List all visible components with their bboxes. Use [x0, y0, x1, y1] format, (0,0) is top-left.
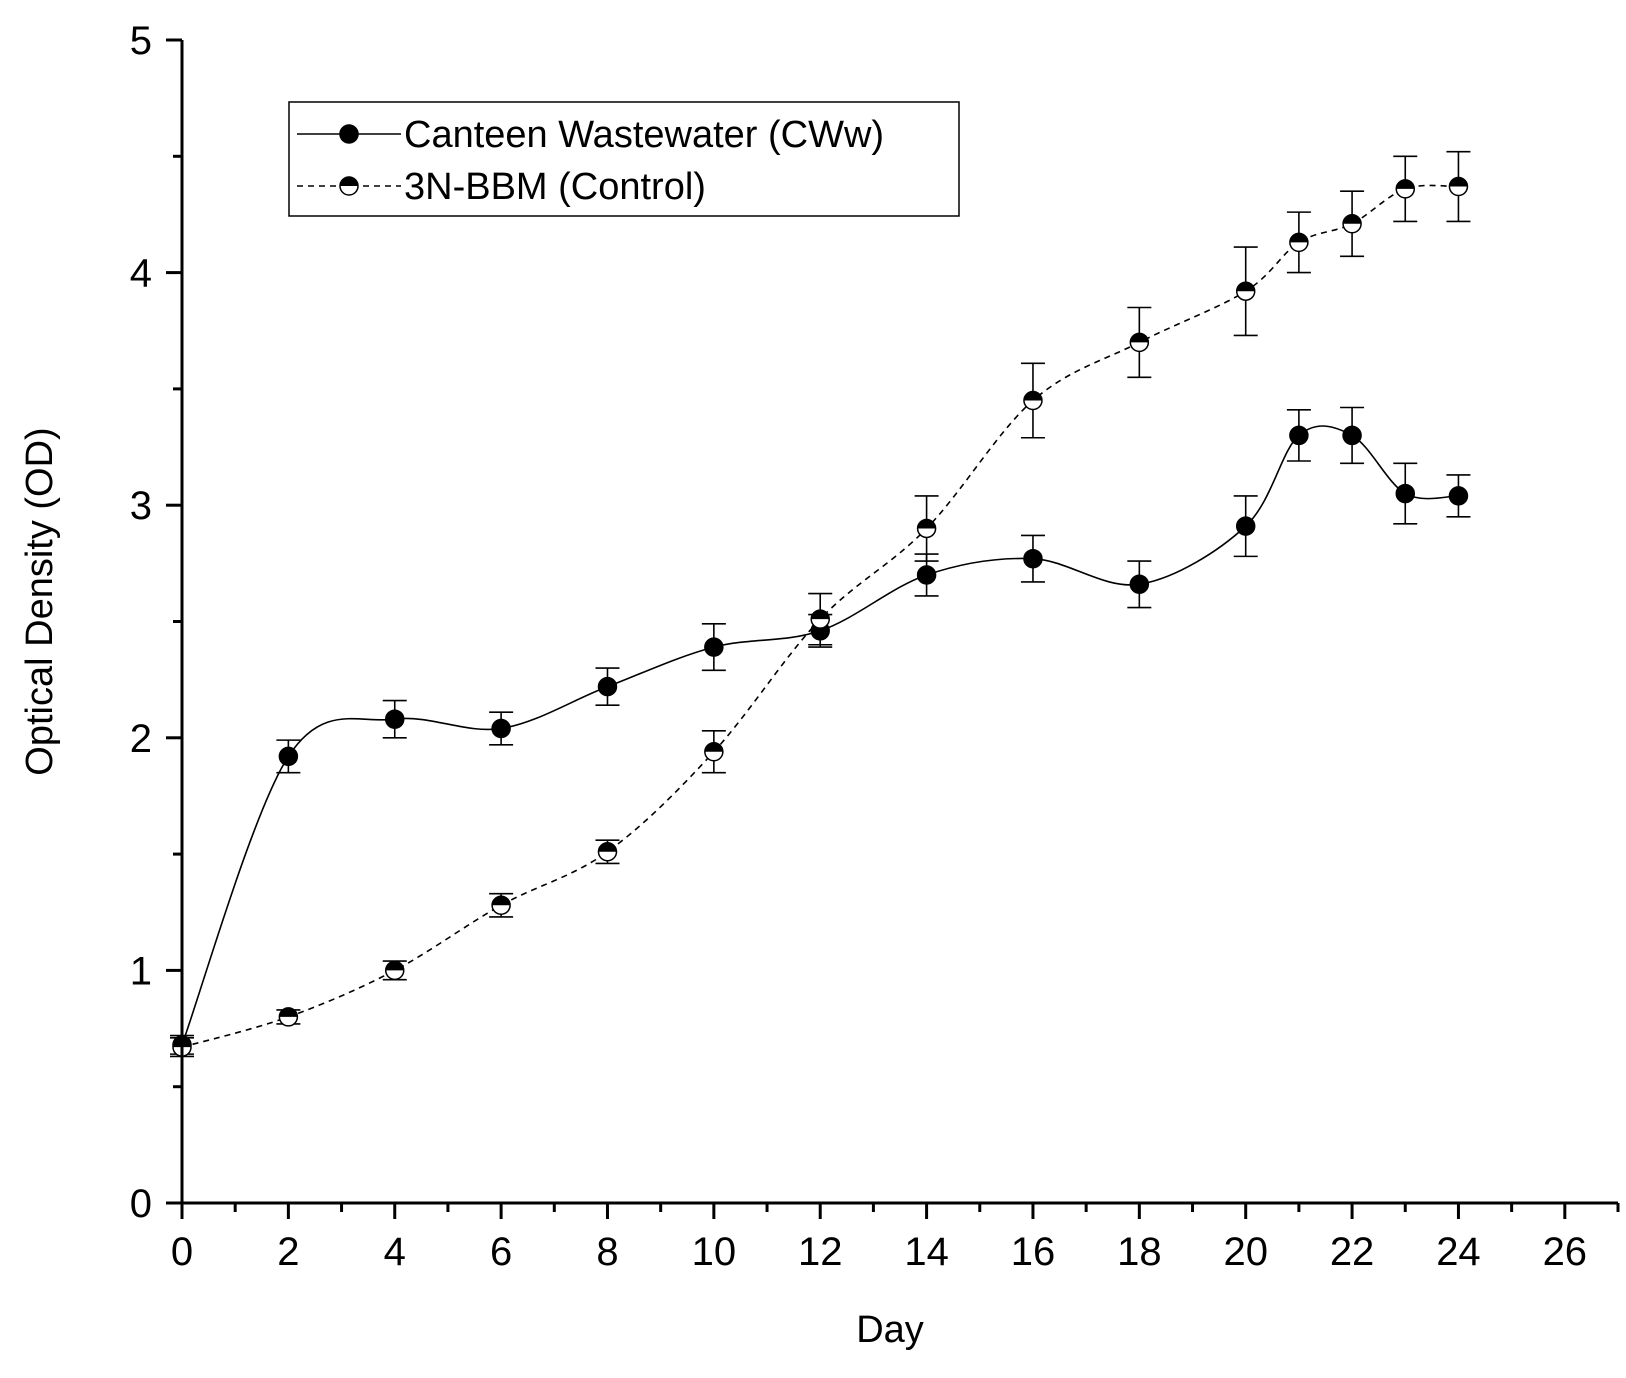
data-point — [1395, 483, 1416, 504]
marker-half-fill — [1289, 233, 1308, 243]
marker-half-fill — [492, 896, 511, 906]
legend-box — [288, 101, 960, 217]
marker-circle — [339, 124, 359, 144]
marker-half-fill — [598, 842, 617, 852]
data-point — [704, 637, 724, 657]
data-point — [1129, 332, 1150, 353]
data-point — [278, 746, 299, 767]
data-point — [916, 565, 937, 585]
marker-circle — [597, 676, 618, 697]
data-point — [1448, 176, 1469, 197]
x-tick-label: 4 — [384, 1230, 406, 1274]
marker-circle — [1342, 425, 1362, 446]
y-tick-label: 4 — [130, 252, 152, 296]
data-point — [704, 742, 724, 762]
x-tick-label: 12 — [798, 1230, 843, 1274]
data-point — [1235, 516, 1256, 536]
legend-label-0: Canteen Wastewater (CWw) — [404, 114, 884, 156]
data-point — [491, 895, 511, 916]
marker-circle — [1395, 483, 1416, 504]
marker-half-fill — [1130, 333, 1149, 343]
y-tick-label: 1 — [130, 949, 152, 993]
data-point — [278, 1007, 299, 1027]
x-tick-label: 6 — [490, 1230, 512, 1274]
marker-circle — [1129, 574, 1150, 595]
data-point — [1395, 179, 1416, 199]
series-line-0 — [181, 425, 1459, 1046]
marker-half-fill — [1396, 179, 1415, 189]
data-point — [384, 960, 405, 981]
data-point — [1129, 574, 1150, 595]
marker-circle — [1289, 425, 1309, 446]
marker-half-fill — [1449, 177, 1468, 187]
marker-circle — [278, 746, 299, 767]
marker-circle — [491, 718, 511, 739]
marker-half-fill — [1343, 214, 1362, 224]
y-tick-label: 5 — [130, 19, 152, 63]
marker-circle — [704, 637, 724, 657]
marker-half-fill — [340, 177, 358, 186]
legend-label-1: 3N-BBM (Control) — [404, 166, 706, 208]
marker-circle — [384, 709, 405, 729]
x-tick-label: 26 — [1543, 1230, 1588, 1274]
axes-layer: 0 2 4 6 8 10 12 14 16 18 20 22 24 26012345DayOptical … — [19, 19, 1620, 1351]
data-point — [916, 518, 937, 539]
x-tick-label: 2 — [277, 1230, 299, 1274]
marker-half-fill — [385, 961, 404, 971]
marker-circle — [1023, 548, 1043, 569]
y-tick-label: 0 — [130, 1182, 152, 1226]
x-tick-label: 20 — [1223, 1230, 1268, 1274]
marker-half-fill — [917, 519, 936, 529]
marker-half-fill — [704, 742, 723, 752]
data-point — [1023, 548, 1043, 569]
legend-marker-1 — [339, 176, 359, 196]
data-point — [810, 609, 830, 629]
marker-circle — [1448, 486, 1469, 506]
data-point — [1342, 425, 1362, 446]
x-tick-label: 16 — [1011, 1230, 1056, 1274]
x-tick-label: 14 — [904, 1230, 949, 1274]
y-tick-label: 2 — [130, 717, 152, 761]
marker-half-fill — [1023, 391, 1042, 401]
markers-layer — [172, 176, 1469, 1057]
data-point — [1023, 390, 1043, 411]
marker-circle — [1235, 516, 1256, 536]
y-tick-label: 3 — [130, 484, 152, 528]
marker-circle — [916, 565, 937, 585]
x-tick-label: 22 — [1330, 1230, 1375, 1274]
x-tick-label: 10 — [692, 1230, 737, 1274]
x-tick-label: 8 — [596, 1230, 618, 1274]
legend-marker-0 — [339, 124, 359, 144]
data-point — [384, 709, 405, 729]
data-point — [1448, 486, 1469, 506]
y-axis-title: Optical Density (OD) — [19, 427, 61, 775]
data-point — [491, 718, 511, 739]
data-point — [1289, 425, 1309, 446]
x-tick-label: 18 — [1117, 1230, 1162, 1274]
legend: Canteen Wastewater (CWw) 3N-BBM (Control) — [288, 101, 960, 217]
data-point — [1342, 214, 1362, 234]
data-point — [1235, 281, 1256, 301]
error-bars-layer — [170, 150, 1471, 1058]
x-tick-label: 0 — [171, 1230, 193, 1274]
data-point — [597, 676, 618, 697]
marker-half-fill — [1236, 282, 1255, 292]
data-point — [1289, 232, 1309, 253]
marker-half-fill — [811, 610, 830, 620]
x-tick-label: 24 — [1436, 1230, 1481, 1274]
data-point — [597, 842, 618, 862]
marker-half-fill — [279, 1007, 298, 1017]
x-axis-title: Day — [856, 1309, 924, 1351]
